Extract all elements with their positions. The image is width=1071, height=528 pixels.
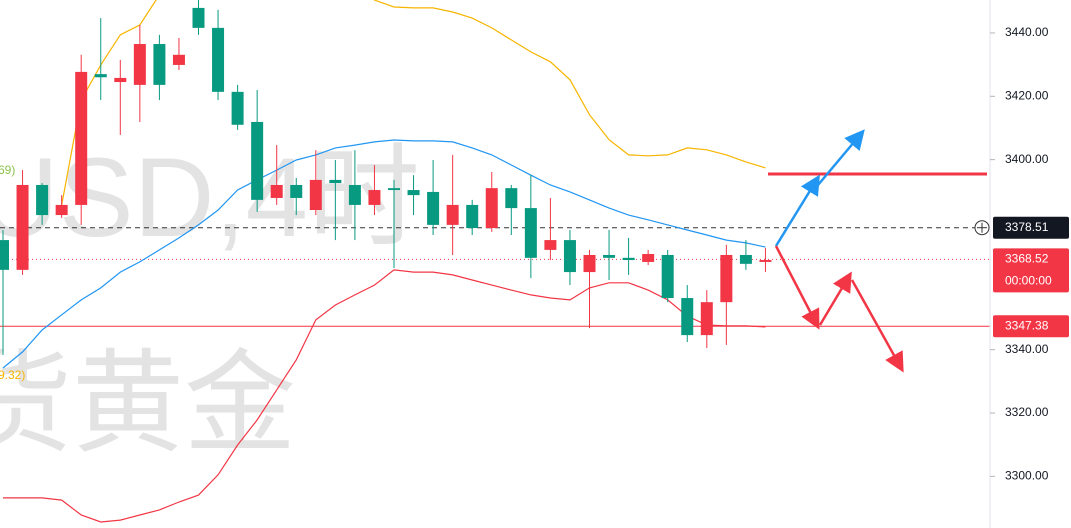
candle-body [661,254,674,299]
price-axis: 3440.00 3420.00 3400.00 3340.00 3320.00 3300.… [974,0,1071,528]
candle-body [133,44,146,85]
candle-body [172,54,185,65]
price-tag-label: 3368.52 [1005,252,1049,266]
candle-body [36,184,49,216]
candle-body [75,71,88,205]
candle-body [681,298,694,336]
candle-body [114,77,127,83]
y-tick-label: 3420.00 [1005,88,1049,102]
arrow-up [817,129,865,186]
y-tick-label: 3320.00 [1005,405,1049,419]
candle-body [309,179,322,210]
candle-body [759,260,772,262]
arrow-up-short [774,174,820,247]
band-line [3,269,766,523]
candle-body [192,7,205,28]
candles [0,0,772,356]
price-tag-label: 3347.38 [1005,318,1049,332]
countdown: 00:00:00 [1005,274,1052,288]
candle-body [388,188,400,191]
candle-body [622,257,635,261]
candle-body [446,204,459,225]
candle-body [466,204,479,229]
price-tag [993,315,1069,338]
candle-body [290,184,303,198]
arrow-down-short [774,245,820,330]
side-label: 69) [0,163,15,177]
candle-body [231,91,244,125]
y-tick-label: 3440.00 [1005,25,1049,39]
watermark-text: 货黄金 [0,341,296,466]
y-tick-label: 3340.00 [1005,342,1049,356]
candle-body [407,190,420,196]
candle-body [524,208,537,258]
arrow-rebound [818,271,852,326]
candle-body [563,240,576,273]
price-tag [993,216,1069,239]
candle-body [505,188,518,209]
y-tick-label: 3300.00 [1005,469,1049,483]
candle-body [348,184,361,205]
candle-body [270,184,283,198]
arrow-down [850,279,904,373]
candle-body [94,74,107,78]
side-label: 9.32) [0,368,25,382]
candle-body [720,254,733,303]
candle-body [251,121,264,200]
candle-body [485,188,498,229]
candle-body [427,191,440,225]
candle-body [329,179,342,184]
candle-body [212,27,225,92]
drawings [768,129,987,373]
candle-body [700,302,713,336]
candle-body [368,190,381,205]
candle-body [544,240,557,250]
candle-body [16,184,29,270]
candle-body [153,44,166,85]
y-tick-label: 3400.00 [1005,152,1049,166]
candle-body [739,254,752,264]
candle-body [0,240,9,270]
price-tag-label: 3378.51 [1005,220,1049,234]
candle-body [55,204,68,216]
candle-body [642,254,655,262]
band-line [61,0,766,206]
candle-body [603,254,616,258]
price-tag [993,248,1069,293]
candle-body [583,254,596,273]
band-line [2,139,766,369]
watermark: USD,4时 货黄金 [0,135,420,466]
